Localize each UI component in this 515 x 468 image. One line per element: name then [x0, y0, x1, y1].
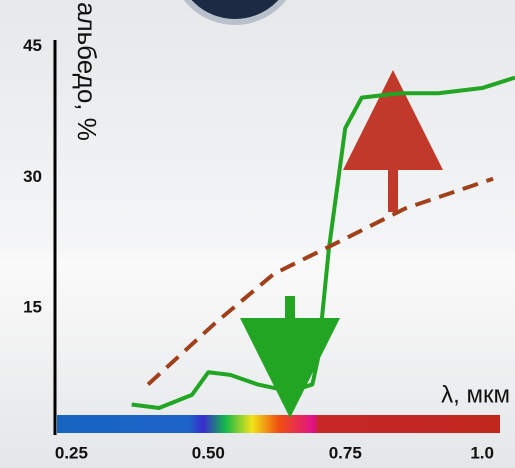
y-axis-label: альбедо, %	[72, 2, 102, 141]
series-line	[131, 75, 515, 410]
x-tick-label: 0.25	[55, 443, 88, 462]
spectrum-bar	[57, 415, 500, 433]
decor-circle	[183, 0, 287, 25]
series-line	[146, 176, 494, 386]
y-tick-label: 30	[23, 167, 42, 186]
x-tick-label: 0.75	[329, 443, 362, 462]
y-tick-label: 15	[23, 298, 42, 317]
x-tick-label: 0.50	[192, 443, 225, 462]
x-axis-label: λ, мкм	[441, 381, 510, 408]
y-tick-label: 45	[23, 36, 42, 55]
x-tick-label: 1.0	[470, 443, 494, 462]
